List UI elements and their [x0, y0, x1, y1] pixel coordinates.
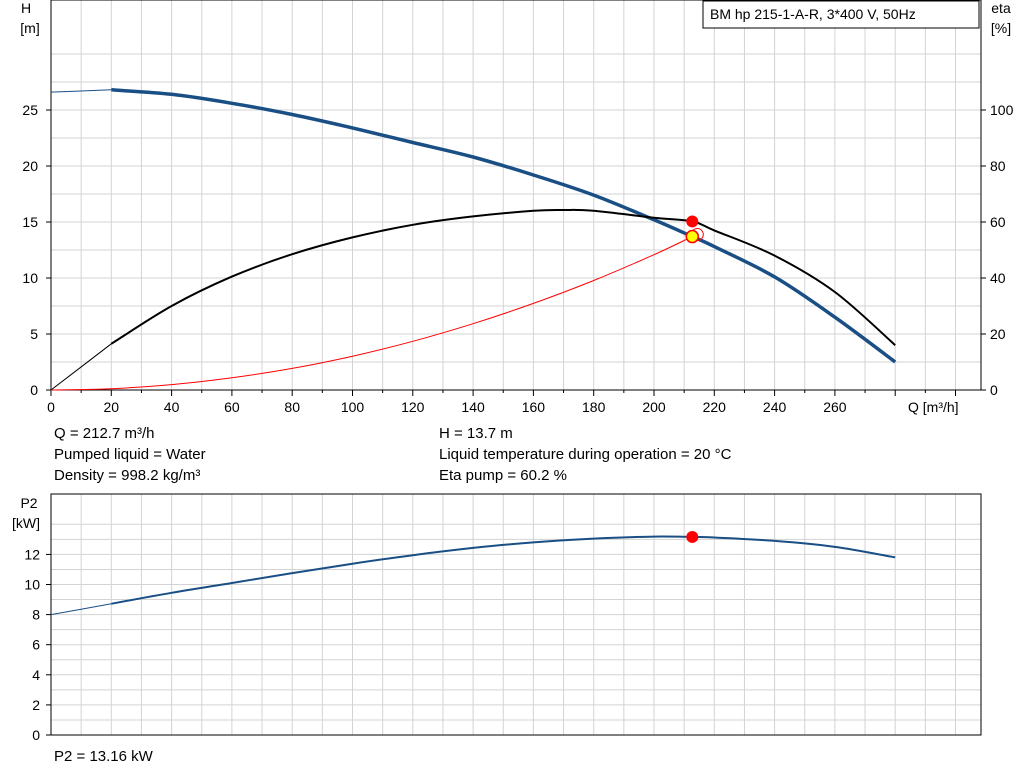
y2-tick-label: 40	[990, 270, 1006, 286]
y-tick-label: 25	[22, 102, 38, 118]
head-curve	[111, 88, 897, 364]
p2-tick-label: 2	[32, 697, 40, 713]
eta-curve-extension	[50, 343, 112, 391]
y-axis-label-h: H	[21, 0, 31, 16]
info-temperature: Liquid temperature during operation = 20…	[439, 446, 732, 463]
info-right: H = 13.7 m Liquid temperature during ope…	[439, 423, 731, 486]
eta-duty-point	[686, 215, 699, 228]
head-duty-point	[685, 229, 700, 244]
y2-tick-label: 20	[990, 326, 1006, 342]
x-tick-label: 80	[284, 399, 300, 415]
info-liquid: Pumped liquid = Water	[54, 446, 206, 463]
p2-tick-label: 8	[32, 607, 40, 623]
x-tick-label: 160	[522, 399, 546, 415]
y-axis-unit-h: [m]	[20, 20, 39, 36]
info-left: Q = 212.7 m³/h Pumped liquid = Water Den…	[54, 423, 206, 486]
x-axis-label-q: Q [m³/h]	[908, 399, 959, 415]
title-box	[702, 0, 980, 29]
power-chart-tick-labels: 0 2 4 6 8 10 12	[24, 546, 51, 743]
x-tick-label: 180	[582, 399, 606, 415]
y2-tick-label: 80	[990, 158, 1006, 174]
head-curve-extension	[50, 89, 112, 93]
y-tick-label: 0	[30, 382, 38, 398]
y2-axis-unit-eta: [%]	[991, 20, 1011, 36]
p2-curve-extension	[50, 603, 112, 616]
y-tick-label: 20	[22, 158, 38, 174]
head-chart-grid	[50, 0, 981, 391]
system-curve	[50, 236, 693, 391]
info-p2: P2 = 13.16 kW	[54, 748, 153, 765]
x-tick-label: 220	[703, 399, 727, 415]
x-tick-label: 200	[642, 399, 666, 415]
x-tick-label: 20	[104, 399, 120, 415]
x-tick-label: 0	[47, 399, 55, 415]
y2-tick-label: 100	[990, 102, 1014, 118]
y2-tick-label: 60	[990, 214, 1006, 230]
p2-tick-label: 10	[24, 577, 40, 593]
y-axis-unit-p2: [kW]	[12, 515, 40, 531]
duty-points	[685, 215, 704, 543]
power-chart-grid	[50, 494, 981, 736]
y2-tick-label: 0	[990, 382, 998, 398]
chart-curves	[50, 88, 897, 616]
x-tick-label: 60	[224, 399, 240, 415]
chart-title: BM hp 215-1-A-R, 3*400 V, 50Hz	[710, 6, 916, 22]
head-chart-tick-labels: 0 20 40 60 80 100 120 140 160 180 200 220 240 2600510…	[22, 102, 1013, 415]
p2-curve	[111, 535, 896, 605]
y-tick-label: 5	[30, 326, 38, 342]
info-eta: Eta pump = 60.2 %	[439, 467, 567, 484]
y-tick-label: 10	[22, 270, 38, 286]
y-tick-label: 15	[22, 214, 38, 230]
info-flow: Q = 212.7 m³/h	[54, 425, 155, 442]
p2-tick-label: 0	[32, 727, 40, 743]
x-tick-label: 240	[763, 399, 787, 415]
y2-axis-label-eta: eta	[991, 0, 1011, 16]
p2-duty-point	[686, 530, 699, 543]
x-tick-label: 120	[401, 399, 425, 415]
x-tick-label: 40	[164, 399, 180, 415]
p2-tick-label: 6	[32, 637, 40, 653]
head-chart-frame	[50, 0, 982, 391]
eta-curve	[110, 208, 896, 346]
x-tick-label: 260	[823, 399, 847, 415]
info-head: H = 13.7 m	[439, 425, 513, 442]
p2-tick-label: 12	[24, 546, 40, 562]
p2-tick-label: 4	[32, 667, 40, 683]
y-axis-label-p2: P2	[20, 495, 37, 511]
x-tick-label: 100	[341, 399, 365, 415]
x-tick-label: 140	[461, 399, 485, 415]
info-density: Density = 998.2 kg/m³	[54, 467, 201, 484]
